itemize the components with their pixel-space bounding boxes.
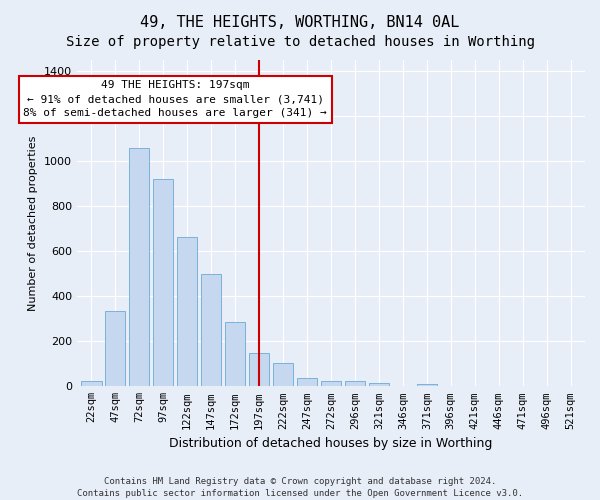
- Bar: [321, 380, 341, 386]
- Bar: [297, 378, 317, 386]
- Bar: [249, 352, 269, 386]
- Bar: [81, 382, 101, 386]
- Bar: [273, 362, 293, 386]
- Text: Contains HM Land Registry data © Crown copyright and database right 2024.
Contai: Contains HM Land Registry data © Crown c…: [77, 476, 523, 498]
- Text: 49 THE HEIGHTS: 197sqm
← 91% of detached houses are smaller (3,741)
8% of semi-d: 49 THE HEIGHTS: 197sqm ← 91% of detached…: [23, 80, 327, 118]
- Bar: [177, 236, 197, 386]
- Y-axis label: Number of detached properties: Number of detached properties: [28, 136, 38, 311]
- Bar: [416, 384, 437, 386]
- Text: 49, THE HEIGHTS, WORTHING, BN14 0AL: 49, THE HEIGHTS, WORTHING, BN14 0AL: [140, 15, 460, 30]
- Bar: [225, 322, 245, 386]
- Bar: [369, 383, 389, 386]
- Text: Size of property relative to detached houses in Worthing: Size of property relative to detached ho…: [65, 35, 535, 49]
- Bar: [105, 311, 125, 386]
- Bar: [345, 382, 365, 386]
- Bar: [201, 274, 221, 386]
- Bar: [153, 180, 173, 386]
- X-axis label: Distribution of detached houses by size in Worthing: Distribution of detached houses by size …: [169, 437, 493, 450]
- Bar: [129, 148, 149, 386]
